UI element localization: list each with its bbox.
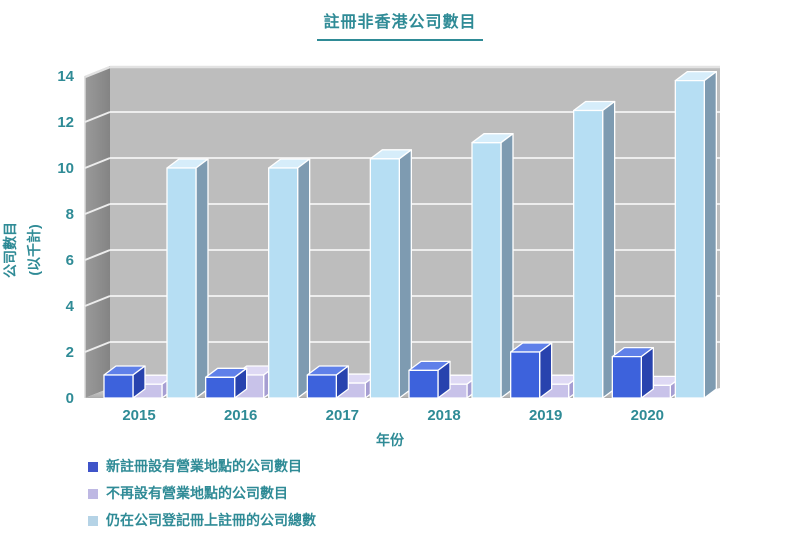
bar-new-2015 (103, 365, 146, 399)
x-tick-label: 2015 (122, 407, 155, 424)
chart-title-container: 註冊非香港公司數目 (0, 8, 800, 41)
bar-total-2017 (369, 149, 412, 399)
bar-new-2018 (408, 360, 451, 399)
gridline-side (84, 341, 111, 353)
y-tick-label: 4 (66, 298, 75, 315)
left-wall (85, 66, 110, 398)
x-tick-label: 2019 (529, 407, 562, 424)
x-tick-label: 2017 (326, 407, 359, 424)
gridline-side (84, 249, 111, 261)
y-tick-label: 6 (66, 252, 74, 269)
gridline-side (84, 203, 111, 215)
chart-title: 註冊非香港公司數目 (317, 8, 483, 41)
legend-item-total-registered: 仍在公司登記冊上註冊的公司總數 (88, 511, 316, 530)
gridline-side (84, 295, 111, 307)
legend-item-ceased-business: 不再設有營業地點的公司數目 (88, 484, 316, 503)
bar-total-2016 (268, 158, 311, 399)
x-tick-label: 2020 (631, 407, 664, 424)
legend-label: 新註冊設有營業地點的公司數目 (106, 458, 302, 474)
y-tick-label: 2 (66, 344, 74, 361)
y-tick-label: 14 (57, 68, 74, 85)
bar-new-2016 (205, 367, 248, 399)
y-tick-label: 8 (66, 206, 74, 223)
legend-swatch-blue-icon (88, 461, 98, 472)
legend-swatch-lightblue-icon (88, 515, 98, 526)
chart-legend: 新註冊設有營業地點的公司數目 不再設有營業地點的公司數目 仍在公司登記冊上註冊的… (88, 457, 316, 538)
legend-swatch-lavender-icon (88, 488, 98, 499)
bar-new-2017 (306, 365, 349, 399)
bar-total-2019 (573, 100, 616, 399)
legend-label: 仍在公司登記冊上註冊的公司總數 (106, 512, 316, 528)
legend-label: 不再設有營業地點的公司數目 (106, 485, 288, 501)
bar-new-2020 (611, 346, 654, 399)
bar-new-2019 (510, 342, 553, 399)
bar-total-2015 (166, 158, 209, 399)
bar-chart-plot: 0 2 4 6 8 10 12 14 2015 2016 (57, 65, 720, 424)
y-tick-label: 12 (57, 114, 74, 131)
x-axis-label: 年份 (376, 432, 404, 448)
legend-item-new-registrations: 新註冊設有營業地點的公司數目 (88, 457, 316, 476)
wall-top-edge-left (84, 65, 111, 79)
bar-total-2020 (674, 70, 717, 399)
bar-total-2018 (471, 133, 514, 399)
gridline-side (84, 111, 111, 123)
y-tick-label: 0 (66, 390, 74, 407)
x-tick-label: 2018 (427, 407, 460, 424)
back-wall (110, 66, 720, 388)
x-tick-label: 2016 (224, 407, 257, 424)
y-tick-label: 10 (57, 160, 74, 177)
gridline-side (84, 157, 111, 169)
